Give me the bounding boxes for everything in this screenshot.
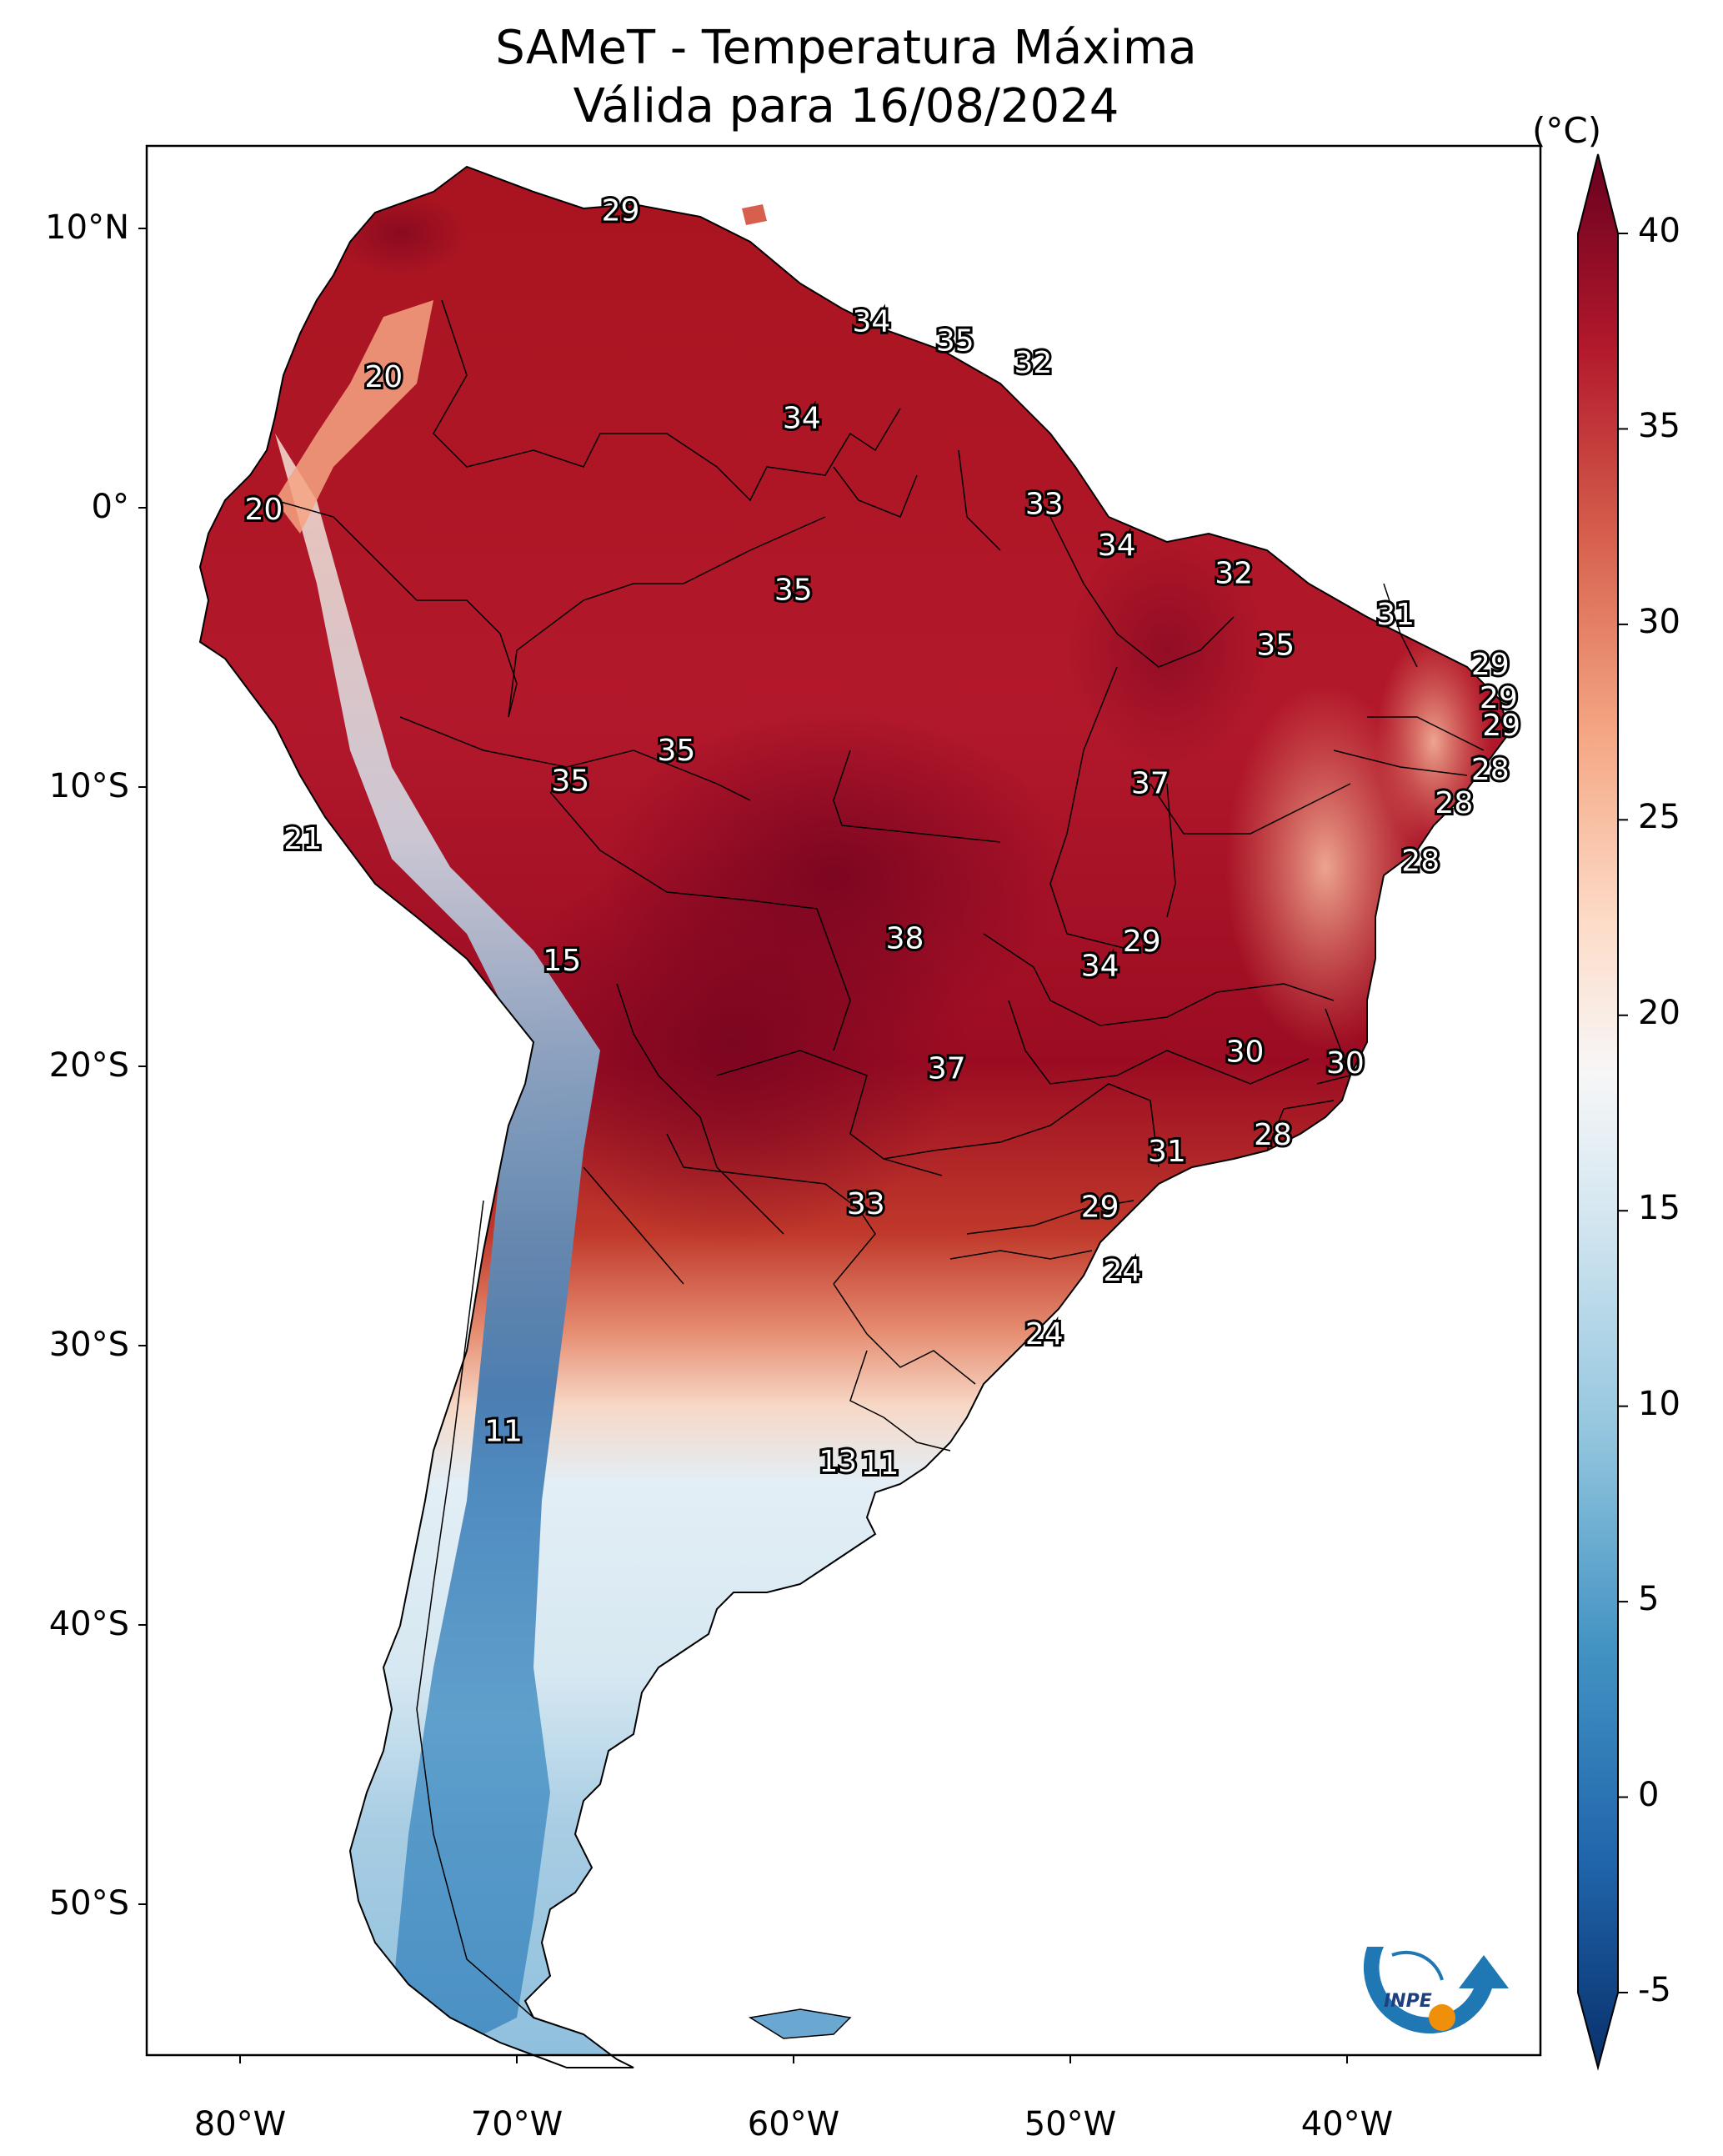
axis-ticks — [138, 228, 1348, 2063]
temperature-label: 28 — [1254, 1118, 1292, 1152]
temperature-label: 21 — [283, 822, 322, 856]
temperature-label: 24 — [1103, 1254, 1141, 1288]
temperature-label: 29 — [1123, 925, 1161, 959]
lat-label-30s: 30°S — [48, 1326, 129, 1364]
lat-label-10s: 10°S — [48, 767, 129, 805]
temperature-label: 20 — [364, 360, 403, 394]
country-borders — [274, 299, 1485, 2018]
temperature-label: 37 — [1131, 767, 1170, 801]
temperature-label: 28 — [1401, 845, 1440, 879]
logo-sun-icon — [1429, 2004, 1455, 2031]
logo-text: INPE — [1384, 1991, 1432, 2012]
logo-arc-icon — [1363, 1947, 1509, 2034]
temperature-label: 34 — [1081, 950, 1119, 984]
temperature-label: 31 — [1148, 1135, 1186, 1169]
colorbar — [1577, 153, 1628, 2071]
temperature-label: 34 — [783, 402, 821, 436]
colorbar-tick-label: 15 — [1638, 1189, 1680, 1228]
inpe-logo: INPE — [1363, 1947, 1509, 2034]
colorbar-tick-label: 25 — [1638, 798, 1680, 837]
lat-label-50s: 50°S — [48, 1884, 129, 1923]
temperature-label: 34 — [853, 304, 891, 338]
temperature-label: 31 — [1376, 598, 1415, 632]
temperature-label: 34 — [1098, 529, 1136, 563]
temperature-label: 24 — [1025, 1317, 1064, 1351]
temperature-label: 35 — [774, 573, 813, 607]
temperature-label: 13 — [819, 1445, 857, 1479]
temperature-label: 29 — [1471, 648, 1510, 682]
colorbar-tick-label: 0 — [1638, 1775, 1660, 1814]
temperature-label: 11 — [484, 1414, 523, 1448]
temperature-label: 15 — [543, 944, 581, 978]
temperature-label: 33 — [1025, 487, 1064, 521]
caribbean-island — [742, 204, 767, 225]
lat-label-0: 0° — [91, 488, 129, 526]
colorbar-tick-label: 40 — [1638, 212, 1680, 250]
lat-label-40s: 40°S — [48, 1605, 129, 1643]
temperature-label: 35 — [551, 764, 589, 798]
colorbar-tick-label: 30 — [1638, 602, 1680, 641]
colorbar-unit: (°C) — [1532, 110, 1602, 151]
falkland-islands — [748, 2008, 852, 2039]
temperature-label: 11 — [861, 1447, 899, 1482]
map-title: SAMeT - Temperatura Máxima — [495, 21, 1197, 75]
temperature-label: 20 — [245, 493, 283, 527]
colorbar-tick-label: 10 — [1638, 1384, 1680, 1423]
colorbar-tick-label: -5 — [1638, 1971, 1671, 2009]
lon-label-60w: 60°W — [747, 2105, 840, 2143]
lat-label-10n: 10°N — [45, 208, 129, 247]
lat-label-20s: 20°S — [48, 1046, 129, 1085]
temperature-label: 33 — [847, 1187, 885, 1221]
map-frame — [145, 144, 1542, 2057]
lon-label-50w: 50°W — [1024, 2105, 1117, 2143]
lon-label-70w: 70°W — [470, 2105, 563, 2143]
temperature-label: 35 — [1256, 629, 1295, 663]
temperature-label: 35 — [936, 324, 974, 358]
colorbar-tick-label: 5 — [1638, 1580, 1660, 1619]
temperature-label: 30 — [1326, 1046, 1365, 1081]
temperature-label: 29 — [1081, 1190, 1119, 1224]
temperature-label: 29 — [602, 194, 640, 228]
temperature-label: 32 — [1014, 346, 1052, 380]
temperature-label: 29 — [1482, 709, 1520, 743]
temperature-label: 28 — [1471, 753, 1510, 787]
temperature-label: 28 — [1435, 786, 1473, 820]
lon-label-40w: 40°W — [1300, 2105, 1394, 2143]
temperature-label: 37 — [928, 1051, 966, 1086]
colorbar-tick-label: 20 — [1638, 993, 1680, 1032]
colorbar-body — [1577, 153, 1619, 2071]
lon-label-80w: 80°W — [193, 2105, 287, 2143]
colorbar-tick-label: 35 — [1638, 407, 1680, 446]
temperature-label: 38 — [886, 922, 924, 956]
temperature-label: 32 — [1215, 556, 1253, 590]
map-subtitle: Válida para 16/08/2024 — [573, 79, 1119, 133]
temperature-label: 35 — [657, 734, 695, 768]
temperature-label: 30 — [1226, 1035, 1265, 1070]
temperature-label: 29 — [1480, 681, 1518, 715]
